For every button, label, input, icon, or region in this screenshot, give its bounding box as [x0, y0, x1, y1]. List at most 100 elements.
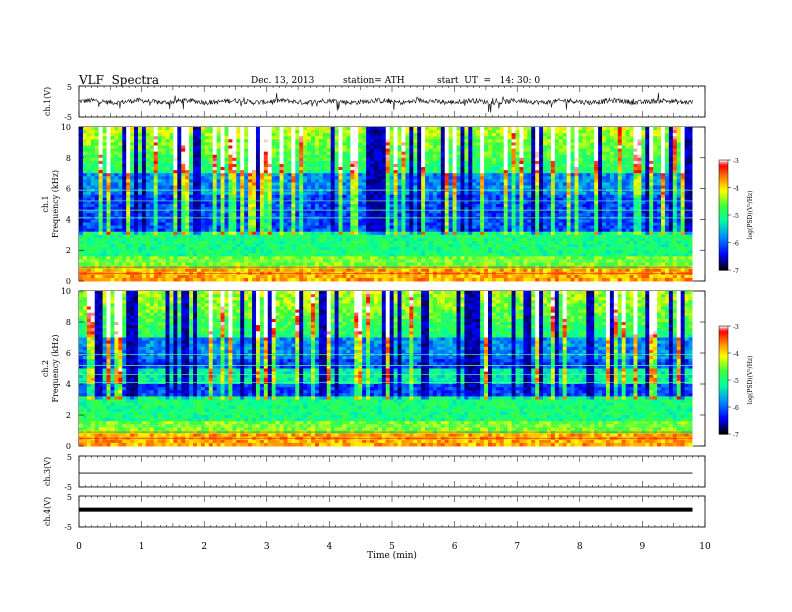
- colorbar-segment: [719, 224, 728, 227]
- colorbar-segment: [719, 376, 728, 379]
- y-tick-label: 0: [66, 442, 71, 451]
- colorbar-segment: [719, 183, 728, 187]
- colorbar-segment: [719, 260, 728, 264]
- x-axis-label: Time (min): [367, 550, 417, 561]
- y-tick-label: -5: [64, 523, 72, 532]
- colorbar-segment: [719, 205, 728, 209]
- colorbar-segment: [719, 362, 728, 365]
- colorbar-segment: [719, 160, 728, 163]
- colorbar-segment: [719, 345, 728, 349]
- colorbar-segment: [719, 390, 728, 394]
- colorbar-segment: [719, 380, 728, 383]
- spectrogram-2: [79, 291, 693, 447]
- colorbar-segment: [719, 416, 728, 419]
- colorbar-segment: [719, 353, 728, 356]
- colorbar-segment: [719, 432, 728, 435]
- colorbar-segment: [719, 257, 728, 260]
- colorbar-segment: [719, 374, 728, 377]
- colorbar-segment: [719, 227, 728, 231]
- colorbar-segment: [719, 189, 728, 192]
- colorbar-segment: [719, 414, 728, 417]
- colorbar-segment: [719, 367, 728, 370]
- colorbar-segment: [719, 421, 728, 424]
- colorbar-segment: [719, 371, 728, 374]
- colorbar-segment: [719, 405, 728, 408]
- ch1-trace: [78, 92, 693, 113]
- colorbar-segment: [719, 240, 728, 244]
- colorbar-segment: [719, 222, 728, 225]
- y-tick-label: 0: [66, 277, 71, 286]
- colorbar-segment: [719, 161, 728, 165]
- colorbar-segment: [719, 193, 728, 196]
- date-label: Dec. 13, 2013: [251, 76, 315, 86]
- colorbar-segment: [719, 326, 728, 329]
- station-label: station= ATH: [343, 76, 405, 86]
- colorbar-segment: [719, 191, 728, 194]
- colorbar-segment: [719, 347, 728, 350]
- colorbar-segment: [719, 372, 728, 376]
- x-tick-label: 0: [76, 542, 82, 552]
- colorbar-label: log(PSD)(V²/Hz): [747, 191, 754, 240]
- colorbar-segment: [719, 174, 728, 178]
- colorbar-segment: [719, 378, 728, 381]
- y-tick-label: 8: [66, 154, 71, 163]
- ch4-trace: [79, 507, 693, 512]
- colorbar-segment: [719, 351, 728, 354]
- y-tick-label: 5: [67, 453, 72, 462]
- y-axis-label: ch.4(V): [43, 497, 52, 526]
- colorbar-segment: [719, 407, 728, 410]
- colorbar-segment: [719, 200, 728, 203]
- colorbar-tick-label: -7: [733, 432, 739, 439]
- colorbar-segment: [719, 237, 728, 240]
- colorbar-segment: [719, 171, 728, 174]
- colorbar-segment: [719, 187, 728, 190]
- colorbar-segment: [719, 412, 728, 415]
- y-tick-label: 10: [61, 123, 71, 132]
- colorbar-tick-label: -3: [733, 324, 739, 331]
- colorbar-segment: [719, 385, 728, 388]
- colorbar-segment: [719, 327, 728, 331]
- colorbar-segment: [719, 417, 728, 421]
- y-tick-label: 4: [66, 380, 71, 389]
- colorbar-segment: [719, 365, 728, 368]
- start-time-label: start UT = 14: 30: 0: [437, 76, 541, 86]
- colorbar-tick-label: -7: [733, 268, 739, 275]
- y-tick-label: 8: [66, 318, 71, 327]
- x-tick-label: 6: [452, 542, 458, 552]
- colorbar-segment: [719, 419, 728, 422]
- colorbar-segment: [719, 211, 728, 214]
- colorbar-segment: [719, 266, 728, 269]
- colorbar-segment: [719, 215, 728, 218]
- colorbar-segment: [719, 248, 728, 251]
- colorbar-segment: [719, 216, 728, 220]
- colorbar-segment: [719, 209, 728, 212]
- colorbar-label: log(PSD)(V²/Hz): [747, 356, 754, 405]
- colorbar-segment: [719, 335, 728, 338]
- colorbar-segment: [719, 426, 728, 430]
- colorbar-segment: [719, 242, 728, 245]
- colorbar-tick-label: -6: [733, 405, 739, 412]
- colorbar-segment: [719, 338, 728, 341]
- colorbar-segment: [719, 264, 728, 267]
- colorbar-segment: [719, 246, 728, 249]
- colorbar-segment: [719, 180, 728, 183]
- colorbar-tick-label: -4: [733, 186, 739, 193]
- colorbar-segment: [719, 194, 728, 198]
- colorbar-tick-label: -4: [733, 351, 739, 358]
- colorbar-segment: [719, 389, 728, 392]
- colorbar-tick-label: -6: [733, 241, 739, 248]
- colorbar-segment: [719, 329, 728, 332]
- colorbar-segment: [719, 356, 728, 359]
- colorbar-segment: [719, 358, 728, 361]
- colorbar-segment: [719, 423, 728, 426]
- colorbar-segment: [719, 403, 728, 406]
- y-axis-label: Frequency (kHz): [51, 170, 60, 238]
- colorbar-segment: [719, 369, 728, 372]
- colorbar-segment: [719, 229, 728, 233]
- colorbar-segment: [719, 178, 728, 181]
- colorbar-segment: [719, 185, 728, 189]
- colorbar-segment: [719, 410, 728, 413]
- colorbar-segment: [719, 226, 728, 229]
- colorbar-segment: [719, 336, 728, 340]
- colorbar-segment: [719, 249, 728, 253]
